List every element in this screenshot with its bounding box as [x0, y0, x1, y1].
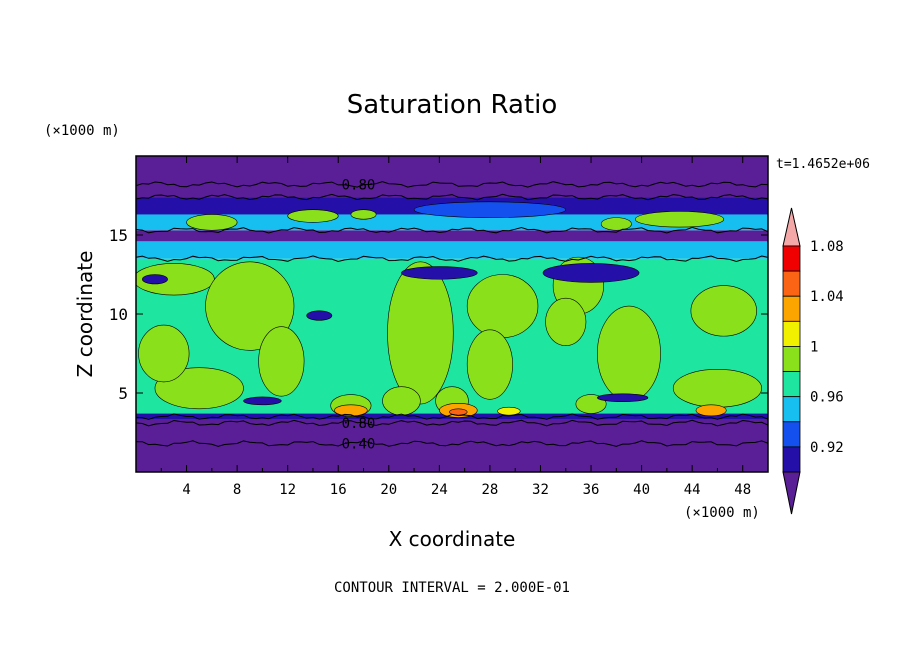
contour-region: [186, 214, 238, 231]
x-tick-label: 44: [684, 482, 701, 498]
colorbar-swatch: [782, 295, 801, 322]
colorbar-swatch: [782, 396, 801, 423]
colorbar-swatch: [782, 371, 801, 398]
contour-region: [138, 324, 190, 383]
contour-region: [350, 209, 377, 220]
colorbar-bottom-arrow: [782, 471, 801, 515]
contour-band: [136, 241, 768, 259]
colorbar-swatch: [782, 245, 801, 272]
contour-region: [387, 261, 454, 405]
x-unit-label: (×1000 m): [684, 505, 760, 521]
x-tick-label: 16: [330, 482, 347, 498]
colorbar-swatch: [782, 446, 801, 473]
contour-region: [243, 396, 282, 406]
colorbar-swatch: [782, 346, 801, 372]
colorbar-tick-label: 1.08: [810, 239, 844, 255]
colorbar-top-arrow: [782, 207, 801, 247]
contour-region: [334, 404, 368, 417]
colorbar-tick-label: 1: [810, 339, 818, 355]
contour-region: [695, 404, 727, 417]
contour-labels: 0.80 0.80 0.40: [342, 177, 376, 452]
colorbar-tick-label: 0.96: [810, 390, 844, 406]
x-tick-label: 28: [481, 482, 498, 498]
contour-region: [597, 393, 649, 402]
y-unit-label: (×1000 m): [44, 123, 120, 139]
y-tick-label: 10: [109, 305, 128, 324]
contour-region: [466, 274, 539, 339]
time-label: t=1.4652e+06: [776, 157, 870, 172]
x-tick-label: 32: [532, 482, 549, 498]
y-tick-label: 15: [109, 226, 128, 245]
contour-lines: [136, 181, 768, 447]
contour-region: [497, 406, 521, 416]
x-tick-label: 8: [233, 482, 241, 498]
contour-band: [136, 419, 768, 472]
colorbar: 0.92 0.96 1 1.04 1.08: [782, 207, 844, 515]
y-tick-label: 5: [118, 384, 128, 403]
colorbar-tick-label: 1.04: [810, 289, 844, 305]
x-tick-label: 4: [182, 482, 190, 498]
colorbar-swatch: [782, 421, 801, 448]
x-axis-label: X coordinate: [389, 527, 516, 551]
contour-region: [258, 326, 305, 397]
contour-label: 0.80: [342, 177, 376, 193]
contour-region: [545, 297, 587, 346]
contour-band: [136, 230, 768, 242]
contour-region: [575, 394, 607, 414]
x-tick-label: 24: [431, 482, 448, 498]
x-tick-label: 12: [279, 482, 296, 498]
contour-region: [597, 305, 661, 402]
contour-field: [136, 156, 768, 472]
contour-region: [542, 263, 640, 283]
contour-line: [136, 226, 768, 234]
y-axis-ticks: 5 10 15: [109, 226, 768, 403]
contour-region: [634, 211, 725, 228]
colorbar-tick-label: 0.92: [810, 440, 844, 456]
contour-region: [401, 266, 478, 280]
x-axis-ticks: 4 8 12 16 20 24 28 32 36 40 44 48: [160, 156, 751, 498]
x-tick-label: 40: [633, 482, 650, 498]
contour-interval-label: CONTOUR INTERVAL = 2.000E-01: [334, 580, 570, 596]
x-tick-label: 36: [583, 482, 600, 498]
contour-region: [413, 201, 567, 218]
contour-region: [306, 310, 333, 321]
colorbar-swatch: [782, 320, 801, 347]
contour-line: [136, 181, 768, 188]
contour-line: [136, 413, 768, 421]
contour-line: [136, 440, 768, 447]
contour-label: 0.40: [342, 437, 376, 453]
x-tick-label: 20: [380, 482, 397, 498]
contour-region: [466, 329, 513, 400]
contour-line: [136, 193, 768, 201]
contour-region: [600, 217, 632, 231]
colorbar-swatch: [782, 270, 801, 297]
contour-line: [136, 419, 768, 427]
contour-region: [690, 285, 757, 337]
contour-region: [287, 209, 339, 223]
contour-region: [142, 274, 168, 285]
x-tick-label: 48: [734, 482, 751, 498]
contour-region: [382, 386, 421, 416]
y-axis-label: Z coordinate: [73, 251, 97, 378]
contour-region: [205, 261, 295, 351]
chart-title: Saturation Ratio: [347, 90, 558, 120]
contour-band: [136, 156, 768, 198]
contour-line: [136, 255, 768, 263]
contour-region: [672, 369, 762, 408]
contour-label: 0.80: [342, 416, 376, 432]
